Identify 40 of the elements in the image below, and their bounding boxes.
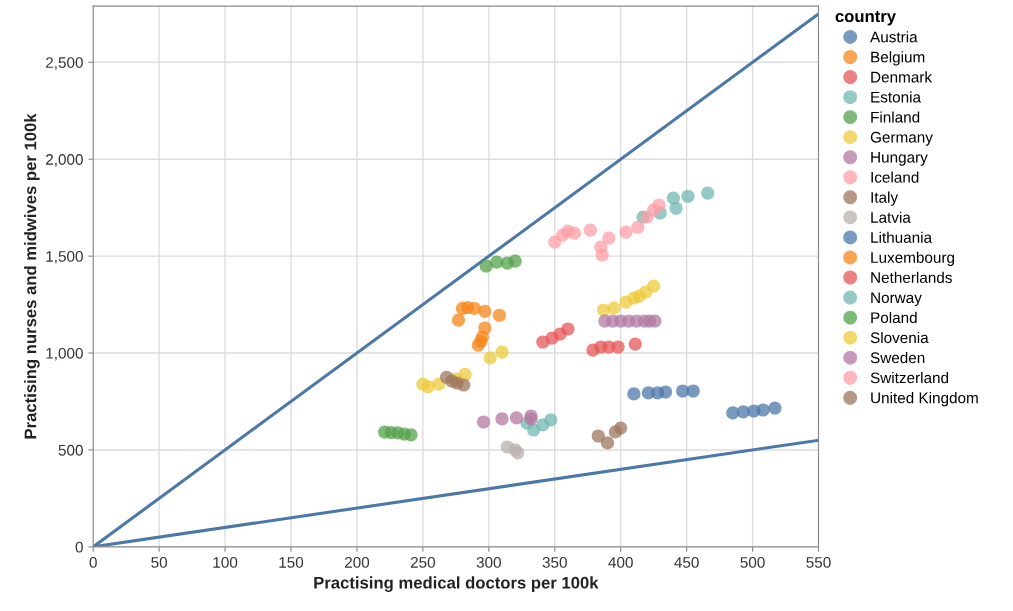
legend-label: Latvia	[871, 211, 911, 223]
legend-label: Belgium	[871, 51, 925, 66]
y-axis-title: Practising nurses and midwives per 100k	[24, 113, 40, 439]
y-tick-label: 0	[75, 541, 83, 553]
legend-label: Poland	[871, 311, 917, 324]
x-tick-label: 50	[151, 556, 168, 568]
y-tick-label: 500	[58, 444, 83, 456]
x-tick-label: 0	[89, 556, 97, 568]
y-tick-label: 2,000	[46, 154, 83, 167]
legend-label: Finland	[871, 111, 920, 123]
x-tick-label: 150	[279, 556, 304, 568]
legend-label: Lithuania	[871, 231, 933, 243]
x-tick-label: 100	[213, 556, 238, 568]
x-tick-label: 550	[806, 556, 831, 568]
legend-label: Slovenia	[870, 331, 929, 344]
x-tick-label: 450	[674, 556, 699, 568]
legend-label: Austria	[870, 31, 918, 43]
x-tick-label: 400	[608, 556, 633, 568]
legend-label: Italy	[871, 191, 899, 206]
x-axis-title: Practising medical doctors per 100k	[314, 576, 599, 592]
x-tick-label: 200	[344, 556, 370, 568]
y-tick-label: 1,500	[46, 250, 83, 264]
legend-label: Switzerland	[870, 372, 949, 384]
x-tick-label: 300	[476, 556, 501, 568]
x-tick-label: 250	[410, 556, 436, 568]
x-tick-label: 500	[740, 556, 765, 568]
legend-label: Hungary	[871, 152, 928, 166]
legend-label: Netherlands	[871, 271, 952, 283]
legend-label: United Kingdom	[871, 392, 978, 407]
legend-label: Luxembourg	[871, 251, 955, 266]
legend-label: Estonia	[871, 91, 922, 103]
legend-label: Sweden	[870, 351, 925, 364]
x-tick-label: 350	[542, 556, 567, 568]
legend-label: Denmark	[871, 71, 933, 83]
y-tick-label: 2,500	[46, 57, 83, 70]
legend-title: country	[835, 11, 896, 26]
legend-label: Iceland	[871, 171, 919, 183]
y-tick-label: 1,000	[46, 347, 83, 361]
legend-label: Germany	[870, 131, 933, 146]
legend-label: Norway	[871, 292, 922, 307]
